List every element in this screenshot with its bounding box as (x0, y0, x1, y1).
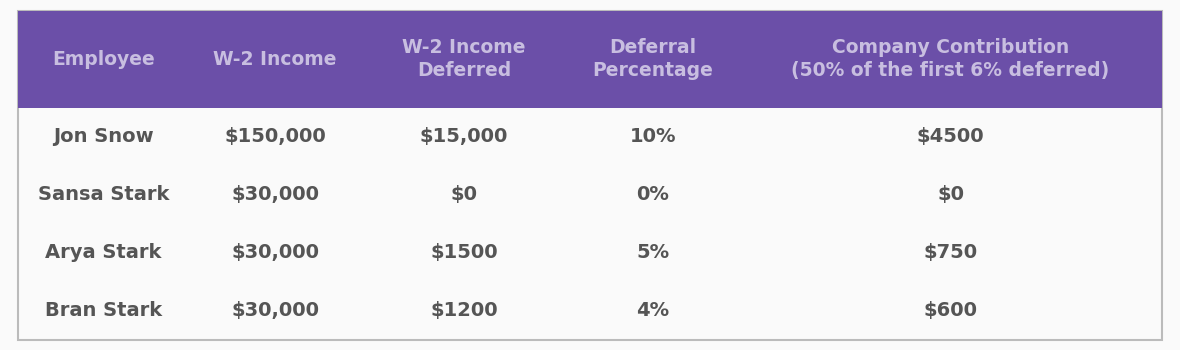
Text: $30,000: $30,000 (231, 301, 320, 320)
Text: Deferral
Percentage: Deferral Percentage (592, 38, 714, 80)
Text: $600: $600 (924, 301, 977, 320)
Bar (18, 10, 1162, 107)
Text: $750: $750 (924, 243, 977, 262)
Text: W-2 Income
Deferred: W-2 Income Deferred (402, 38, 526, 80)
Text: Arya Stark: Arya Stark (45, 243, 162, 262)
Text: 5%: 5% (636, 243, 669, 262)
Text: 0%: 0% (636, 185, 669, 204)
Text: $15,000: $15,000 (420, 127, 509, 146)
Text: $0: $0 (937, 185, 964, 204)
Text: $30,000: $30,000 (231, 243, 320, 262)
Text: Jon Snow: Jon Snow (53, 127, 153, 146)
Text: Sansa Stark: Sansa Stark (38, 185, 169, 204)
Text: Employee: Employee (52, 50, 155, 69)
Text: W-2 Income: W-2 Income (214, 50, 337, 69)
Text: $1500: $1500 (431, 243, 498, 262)
Text: $0: $0 (451, 185, 478, 204)
Text: Company Contribution
(50% of the first 6% deferred): Company Contribution (50% of the first 6… (792, 38, 1109, 80)
Text: $4500: $4500 (917, 127, 984, 146)
Text: $150,000: $150,000 (224, 127, 326, 146)
Text: Bran Stark: Bran Stark (45, 301, 162, 320)
Text: $1200: $1200 (431, 301, 498, 320)
Text: 4%: 4% (636, 301, 669, 320)
Text: $30,000: $30,000 (231, 185, 320, 204)
Text: 10%: 10% (630, 127, 676, 146)
